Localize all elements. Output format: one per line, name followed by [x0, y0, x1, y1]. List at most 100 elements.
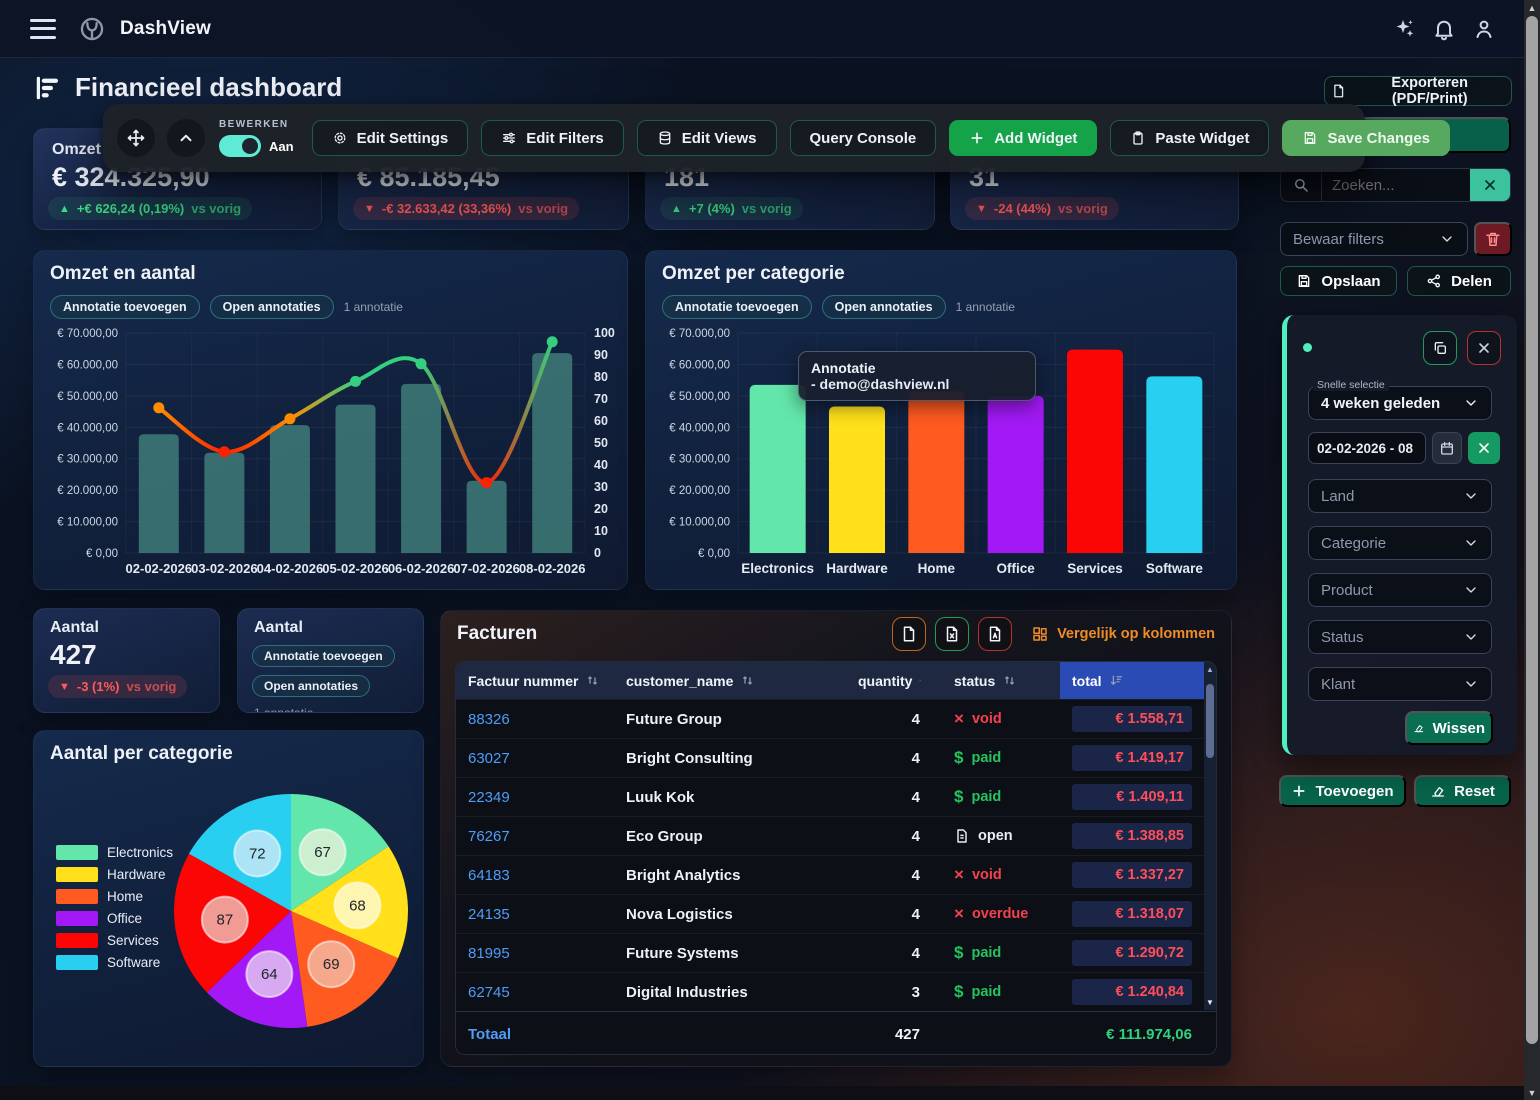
hamburger-menu-icon[interactable]: [30, 18, 56, 39]
duplicate-filter-button[interactable]: [1423, 331, 1457, 365]
user-icon[interactable]: [1472, 17, 1496, 41]
total-chip: € 1.240,84: [1072, 979, 1192, 1005]
share-button[interactable]: Delen: [1407, 266, 1511, 296]
chevron-down-icon: [1439, 231, 1455, 247]
table-row: 63027 Bright Consulting 4 $ paid € 1.419,…: [456, 738, 1216, 777]
export-excel-button[interactable]: [935, 617, 970, 651]
total-cell: € 1.337,27: [1060, 862, 1204, 888]
invoice-number-link[interactable]: 24135: [468, 905, 510, 923]
clear-search-button[interactable]: [1470, 169, 1510, 201]
svg-text:40: 40: [594, 458, 608, 472]
svg-text:64: 64: [261, 966, 278, 983]
clear-filter-button[interactable]: Wissen: [1405, 711, 1493, 745]
filter-select-land[interactable]: Land: [1308, 479, 1492, 513]
table-row: 64183 Bright Analytics 4 × void € 1.337,2…: [456, 855, 1216, 894]
save-icon: [1302, 130, 1318, 146]
table-header-row: Factuur nummer customer_name quantity statu…: [456, 662, 1216, 699]
quantity-cell: 4: [911, 710, 920, 728]
edit-settings-button[interactable]: Edit Settings: [311, 120, 469, 156]
add-annotation-button[interactable]: Annotatie toevoegen: [252, 645, 395, 667]
open-annotations-button[interactable]: Open annotaties: [209, 295, 334, 319]
invoice-number-link[interactable]: 64183: [468, 866, 510, 884]
open-annotations-button[interactable]: Open annotaties: [252, 675, 371, 697]
save-changes-button[interactable]: Save Changes: [1282, 120, 1451, 156]
svg-text:05-02-2026: 05-02-2026: [322, 561, 389, 576]
chart-card-omzet-per-categorie: Omzet per categorie Annotatie toevoegen …: [645, 250, 1237, 590]
paste-widget-button[interactable]: Paste Widget: [1110, 120, 1270, 156]
column-header-factuur-nummer[interactable]: Factuur nummer: [456, 662, 614, 699]
move-handle[interactable]: [117, 119, 155, 157]
page-scrollbar-thumb[interactable]: [1526, 16, 1538, 1044]
collapse-toolbar-button[interactable]: [167, 119, 205, 157]
filter-card: Snelle selectie 4 weken geleden Land Cate…: [1282, 315, 1517, 755]
delete-filter-button[interactable]: [1474, 222, 1512, 256]
column-header-status[interactable]: status: [942, 662, 1060, 699]
svg-text:€ 70.000,00: € 70.000,00: [57, 328, 118, 340]
add-annotation-button[interactable]: Annotatie toevoegen: [662, 295, 812, 319]
add-widget-button[interactable]: Add Widget: [949, 120, 1098, 156]
close-icon: [1476, 340, 1492, 356]
filter-select-categorie[interactable]: Categorie: [1308, 526, 1492, 560]
open-annotations-button[interactable]: Open annotaties: [821, 295, 946, 319]
sparkles-icon[interactable]: [1392, 17, 1416, 41]
invoice-number-link[interactable]: 88326: [468, 710, 510, 728]
export-csv-button[interactable]: [892, 617, 927, 651]
svg-text:02-02-2026: 02-02-2026: [126, 561, 193, 576]
invoice-number-link[interactable]: 81995: [468, 944, 510, 962]
quick-select[interactable]: 4 weken geleden: [1308, 386, 1492, 420]
bell-icon[interactable]: [1432, 17, 1456, 41]
page-header: Financieel dashboard: [33, 72, 342, 103]
database-icon: [657, 130, 673, 146]
chevron-down-icon: [1463, 488, 1479, 504]
filter-select-product[interactable]: Product: [1308, 573, 1492, 607]
kpi-title: Omzet: [52, 141, 101, 158]
total-cell: € 1.318,07: [1060, 901, 1204, 927]
filter-select-klant[interactable]: Klant: [1308, 667, 1492, 701]
annotation-count: 1 annotatie: [254, 706, 314, 713]
add-annotation-button[interactable]: Annotatie toevoegen: [50, 295, 200, 319]
table-row: 24135 Nova Logistics 4 × overdue € 1.318,…: [456, 894, 1216, 933]
filter-select-status[interactable]: Status: [1308, 620, 1492, 654]
status-cell: × overdue: [954, 904, 1029, 923]
calendar-button[interactable]: [1432, 432, 1462, 464]
compare-columns-link[interactable]: Vergelijk op kolommen: [1031, 625, 1215, 643]
customer-name-cell: Future Systems: [626, 944, 739, 962]
reset-filters-button[interactable]: Reset: [1414, 775, 1511, 807]
annotation-tooltip: Annotatie - demo@dashview.nl: [798, 351, 1036, 401]
column-header-total[interactable]: total: [1060, 662, 1204, 699]
saved-filters-select[interactable]: Bewaar filters: [1280, 222, 1468, 256]
share-icon: [1426, 273, 1442, 289]
query-console-button[interactable]: Query Console: [789, 120, 937, 156]
invoice-number-link[interactable]: 76267: [468, 827, 510, 845]
column-header-customer_name[interactable]: customer_name: [614, 662, 846, 699]
invoice-number-link[interactable]: 22349: [468, 788, 510, 806]
page-scrollbar[interactable]: ▲ ▼: [1524, 0, 1540, 1100]
invoice-number-link[interactable]: 62745: [468, 983, 510, 1001]
svg-text:Office: Office: [997, 561, 1036, 576]
svg-text:80: 80: [594, 370, 608, 384]
edit-views-button[interactable]: Edit Views: [636, 120, 777, 156]
remove-filter-button[interactable]: [1467, 331, 1501, 365]
facturen-table: Factuur nummer customer_name quantity statu…: [455, 661, 1217, 1055]
total-chip: € 1.388,85: [1072, 823, 1192, 849]
column-header-quantity[interactable]: quantity: [846, 662, 942, 699]
add-filter-button[interactable]: Toevoegen: [1279, 775, 1406, 807]
svg-text:10: 10: [594, 524, 608, 538]
clear-date-button[interactable]: [1468, 432, 1500, 464]
svg-text:€ 70.000,00: € 70.000,00: [669, 328, 730, 340]
export-button[interactable]: Exporteren (PDF/Print): [1324, 75, 1512, 107]
date-range-input[interactable]: [1308, 432, 1426, 464]
table-scrollbar-thumb[interactable]: [1206, 684, 1214, 758]
search-input[interactable]: [1322, 169, 1470, 201]
svg-text:€ 50.000,00: € 50.000,00: [57, 391, 118, 403]
dashview-logo: [78, 15, 106, 43]
customer-name-cell: Future Group: [626, 710, 722, 728]
floppy-icon: [1296, 273, 1312, 289]
legend-item: Electronics: [56, 843, 173, 862]
invoice-number-link[interactable]: 63027: [468, 749, 510, 767]
save-filters-button[interactable]: Opslaan: [1280, 266, 1397, 296]
export-pdf-button[interactable]: [978, 617, 1013, 651]
edit-mode-toggle[interactable]: [219, 135, 261, 157]
table-scrollbar[interactable]: ▲ ▼: [1204, 662, 1216, 1010]
edit-filters-button[interactable]: Edit Filters: [481, 120, 624, 156]
